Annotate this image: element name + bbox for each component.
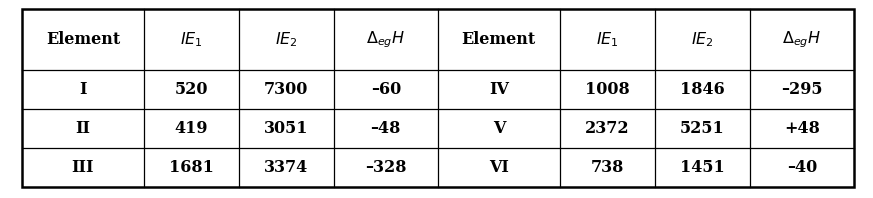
Text: 738: 738 bbox=[591, 159, 624, 176]
Text: V: V bbox=[492, 120, 505, 137]
Text: III: III bbox=[72, 159, 94, 176]
Text: –48: –48 bbox=[371, 120, 401, 137]
Text: 1846: 1846 bbox=[680, 81, 725, 98]
Text: $\mathit{IE}_2$: $\mathit{IE}_2$ bbox=[275, 30, 298, 49]
Text: 1008: 1008 bbox=[585, 81, 629, 98]
Text: –328: –328 bbox=[365, 159, 407, 176]
Text: $\Delta_{eg}H$: $\Delta_{eg}H$ bbox=[367, 29, 405, 50]
Text: $\mathit{IE}_1$: $\mathit{IE}_1$ bbox=[596, 30, 619, 49]
Text: Element: Element bbox=[45, 31, 120, 48]
Text: $\mathit{IE}_1$: $\mathit{IE}_1$ bbox=[180, 30, 203, 49]
Text: –40: –40 bbox=[787, 159, 817, 176]
Text: 7300: 7300 bbox=[265, 81, 308, 98]
Text: 520: 520 bbox=[175, 81, 208, 98]
Text: $\mathit{IE}_2$: $\mathit{IE}_2$ bbox=[691, 30, 714, 49]
Text: 3374: 3374 bbox=[265, 159, 308, 176]
Text: +48: +48 bbox=[784, 120, 820, 137]
Text: 5251: 5251 bbox=[680, 120, 725, 137]
Text: Element: Element bbox=[462, 31, 536, 48]
Bar bbox=[22, 9, 854, 187]
Text: II: II bbox=[75, 120, 91, 137]
Text: 1451: 1451 bbox=[680, 159, 725, 176]
Text: 419: 419 bbox=[175, 120, 208, 137]
Text: VI: VI bbox=[489, 159, 509, 176]
Text: –60: –60 bbox=[371, 81, 401, 98]
Text: 3051: 3051 bbox=[265, 120, 308, 137]
Text: 1681: 1681 bbox=[169, 159, 214, 176]
Text: $\Delta_{eg}H$: $\Delta_{eg}H$ bbox=[782, 29, 821, 50]
Text: IV: IV bbox=[489, 81, 509, 98]
Text: –295: –295 bbox=[781, 81, 822, 98]
Text: I: I bbox=[79, 81, 86, 98]
Text: 2372: 2372 bbox=[585, 120, 629, 137]
